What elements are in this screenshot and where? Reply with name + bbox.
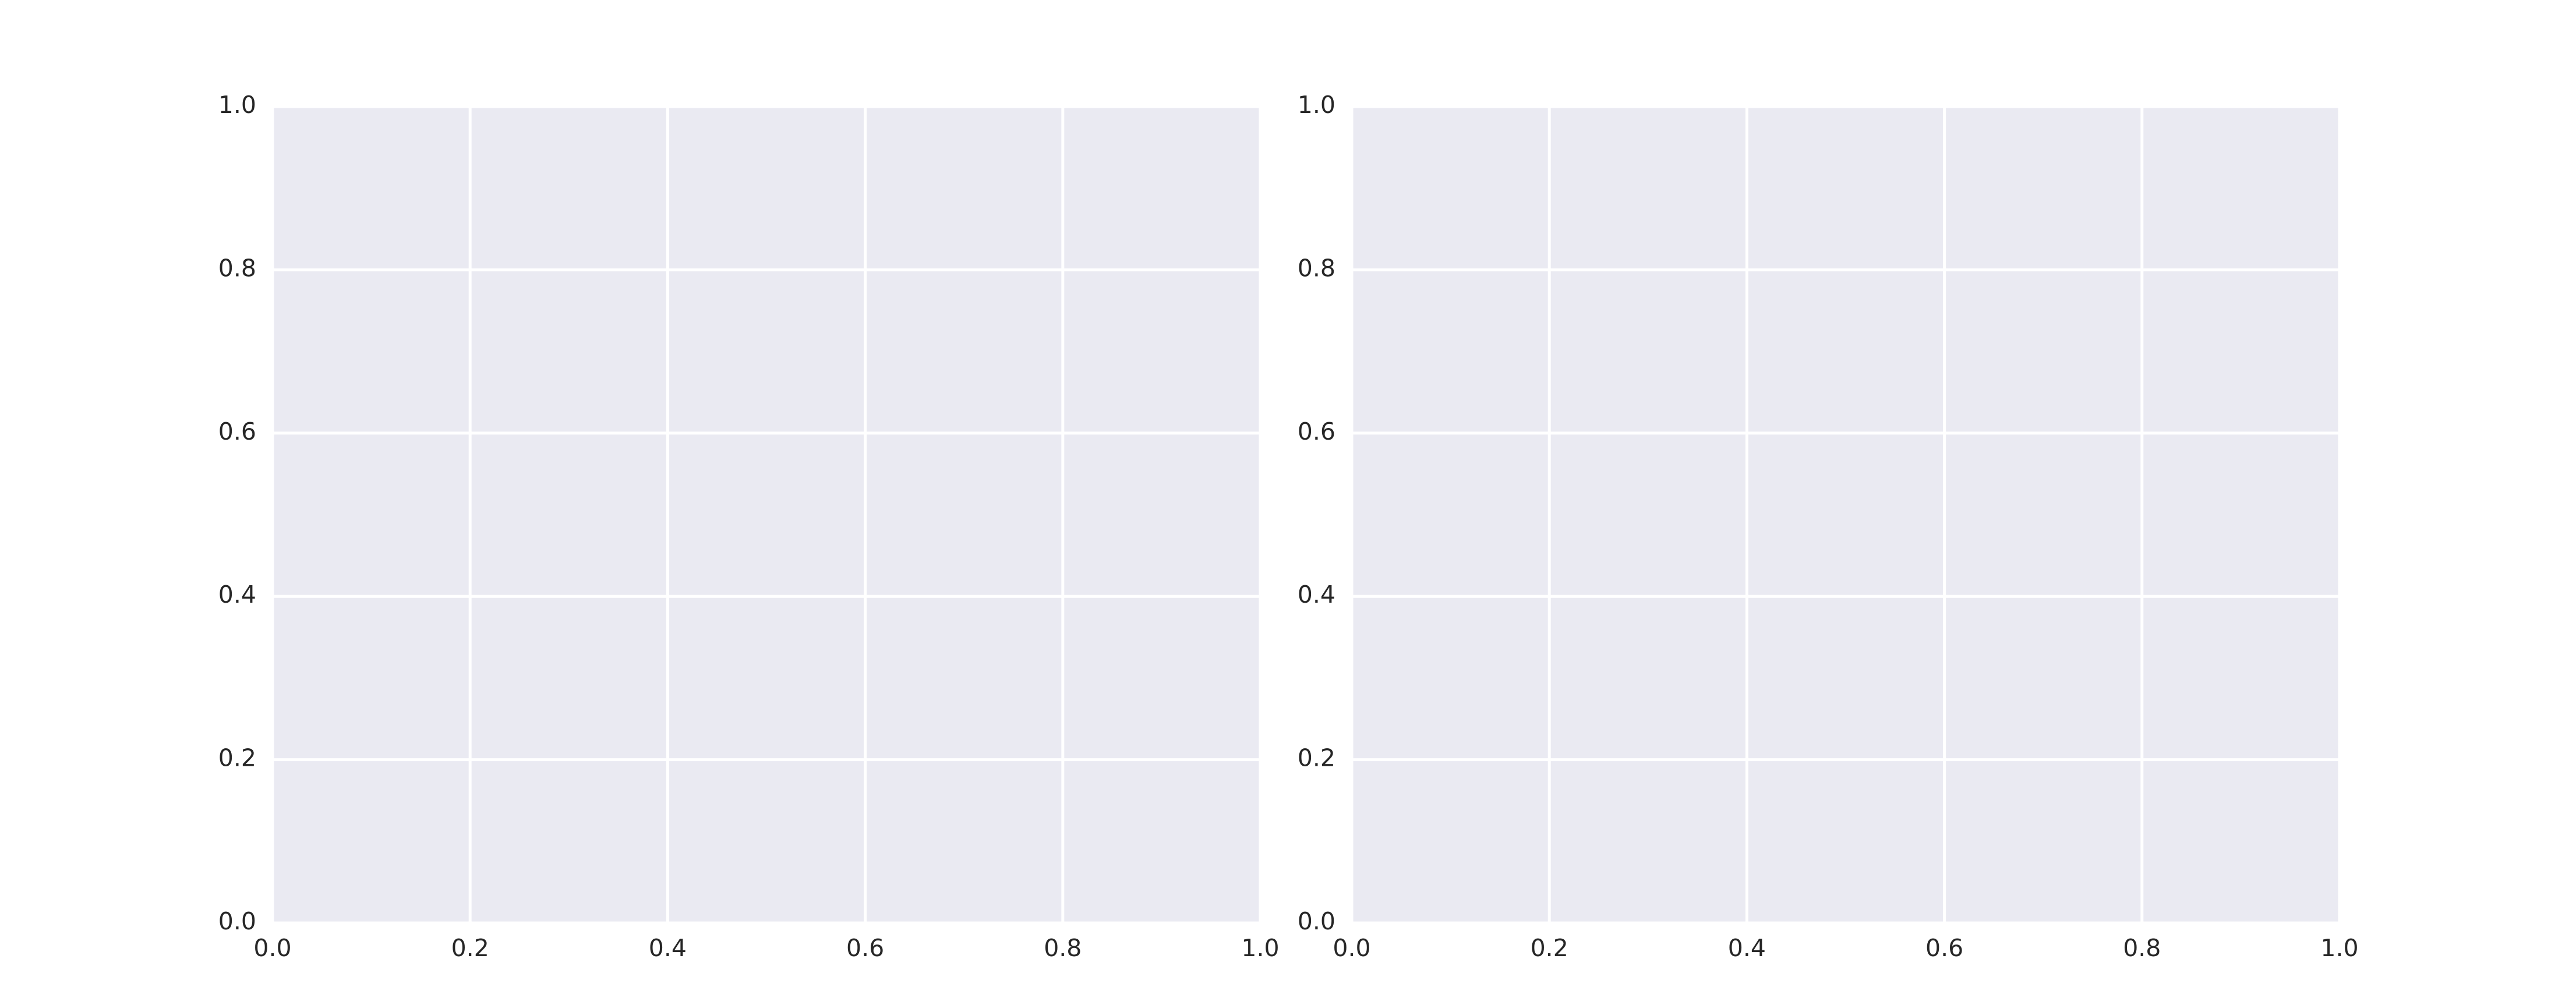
x-tick-label: 0.2 (1531, 934, 1568, 962)
plot-area (273, 107, 1260, 923)
x-tick-label: 0.8 (1044, 934, 1082, 962)
x-tick-label: 0.8 (2123, 934, 2161, 962)
y-tick-label: 0.2 (1298, 744, 1335, 772)
x-tick-label: 1.0 (2320, 934, 2358, 962)
x-tick-label: 0.4 (1728, 934, 1766, 962)
x-tick-label: 0.0 (253, 934, 291, 962)
x-tick-label: 0.2 (451, 934, 489, 962)
y-tick-label: 0.6 (218, 418, 256, 445)
y-tick-label: 0.8 (218, 254, 256, 282)
y-tick-label: 0.4 (218, 581, 256, 609)
y-tick-label: 0.0 (218, 907, 256, 935)
x-tick-label: 1.0 (1241, 934, 1279, 962)
y-tick-label: 0.0 (1298, 907, 1335, 935)
y-tick-label: 0.6 (1298, 418, 1335, 445)
plot-area (1352, 107, 2340, 923)
y-tick-label: 0.4 (1298, 581, 1335, 609)
x-tick-label: 0.4 (649, 934, 687, 962)
y-tick-label: 0.2 (218, 744, 256, 772)
y-tick-label: 0.8 (1298, 254, 1335, 282)
x-tick-label: 0.6 (1925, 934, 1963, 962)
y-tick-label: 1.0 (218, 91, 256, 119)
x-tick-label: 0.0 (1333, 934, 1370, 962)
y-tick-label: 1.0 (1298, 91, 1335, 119)
x-tick-label: 0.6 (846, 934, 884, 962)
